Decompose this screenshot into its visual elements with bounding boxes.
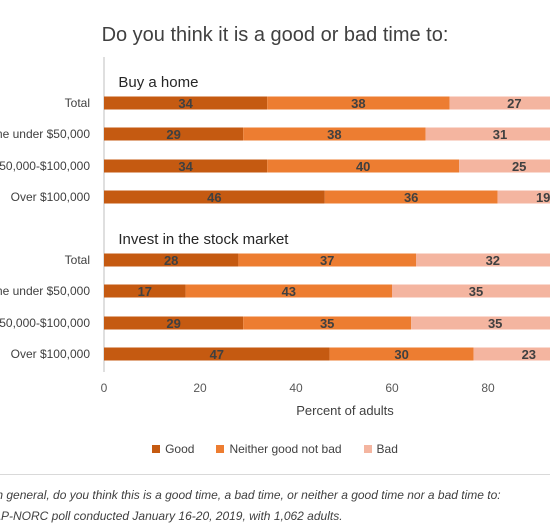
bar-neither [324,190,498,204]
chart-title: Do you think it is a good or bad time to… [101,24,449,46]
category-label: Over $100,000 [11,190,91,204]
bar-bad [473,347,550,361]
legend-label-good: Good [165,442,195,456]
category-label: Over $100,000 [11,347,91,361]
bar-bad [425,127,550,141]
category-label: $50,000-$100,000 [0,316,90,330]
bar-neither [185,284,392,298]
bar-bad [416,253,550,267]
legend-item-bad: Bad [363,442,398,456]
footnote-source: AP-NORC poll conducted January 16-20, 20… [0,509,343,523]
x-axis-title: Percent of adults [296,403,394,418]
legend-swatch-bad [363,445,372,453]
data-label: 31 [493,127,507,142]
category-label: Income under $50,000 [0,127,90,141]
bar-neither [267,159,460,173]
bar-bad [392,284,550,298]
bar-good [104,96,268,110]
data-label: 25 [512,159,526,174]
x-tick-label: 60 [385,381,399,395]
data-label: 32 [486,253,500,268]
data-label: 38 [351,96,365,111]
data-label: 36 [404,190,418,205]
data-label: 35 [488,316,502,331]
group-label: Invest in the stock market [118,231,289,248]
x-tick-label: 80 [481,381,495,395]
data-label: 30 [394,347,408,362]
data-label: 40 [356,159,370,174]
bar-good [104,284,186,298]
data-label: 28 [164,253,178,268]
bar-good [104,253,239,267]
category-label: Income under $50,000 [0,284,90,298]
bar-bad [411,316,550,330]
bar-bad [459,159,550,173]
category-label: $50,000-$100,000 [0,159,90,173]
data-label: 34 [178,96,193,111]
data-label: 47 [210,347,224,362]
bar-good [104,159,268,173]
data-label: 35 [320,316,334,331]
bar-neither [243,316,412,330]
legend-label-bad: Bad [376,442,398,456]
bar-good [104,190,325,204]
data-label: 27 [507,96,521,111]
legend-swatch-neither [216,445,225,453]
bar-bad [497,190,550,204]
data-label: 38 [327,127,341,142]
legend-label-neither: Neither good not bad [229,442,342,456]
bar-neither [238,253,416,267]
data-label: 23 [522,347,536,362]
legend-swatch-good [152,445,161,453]
footnote-question: In general, do you think this is a good … [0,488,501,502]
category-label: Total [65,96,90,110]
bar-good [104,127,244,141]
data-label: 29 [166,127,180,142]
category-label: Total [65,253,90,267]
x-tick-label: 40 [289,381,303,395]
data-label: 37 [320,253,334,268]
data-label: 17 [138,284,152,299]
data-label: 46 [207,190,221,205]
x-tick-label: 20 [193,381,207,395]
data-label: 29 [166,316,180,331]
footer-divider [0,474,550,475]
legend-item-good: Good [152,442,194,456]
group-label: Buy a home [118,74,198,91]
bar-neither [243,127,426,141]
data-label: 34 [178,159,193,174]
bar-neither [267,96,450,110]
bar-bad [449,96,550,110]
bar-good [104,347,330,361]
x-tick-label: 0 [101,381,108,395]
legend-item-neither: Neither good not bad [216,442,342,456]
data-label: 19 [536,190,550,205]
bar-good [104,316,244,330]
bar-neither [329,347,474,361]
data-label: 35 [469,284,483,299]
data-label: 43 [282,284,296,299]
legend: Good Neither good not bad Bad [0,442,550,456]
